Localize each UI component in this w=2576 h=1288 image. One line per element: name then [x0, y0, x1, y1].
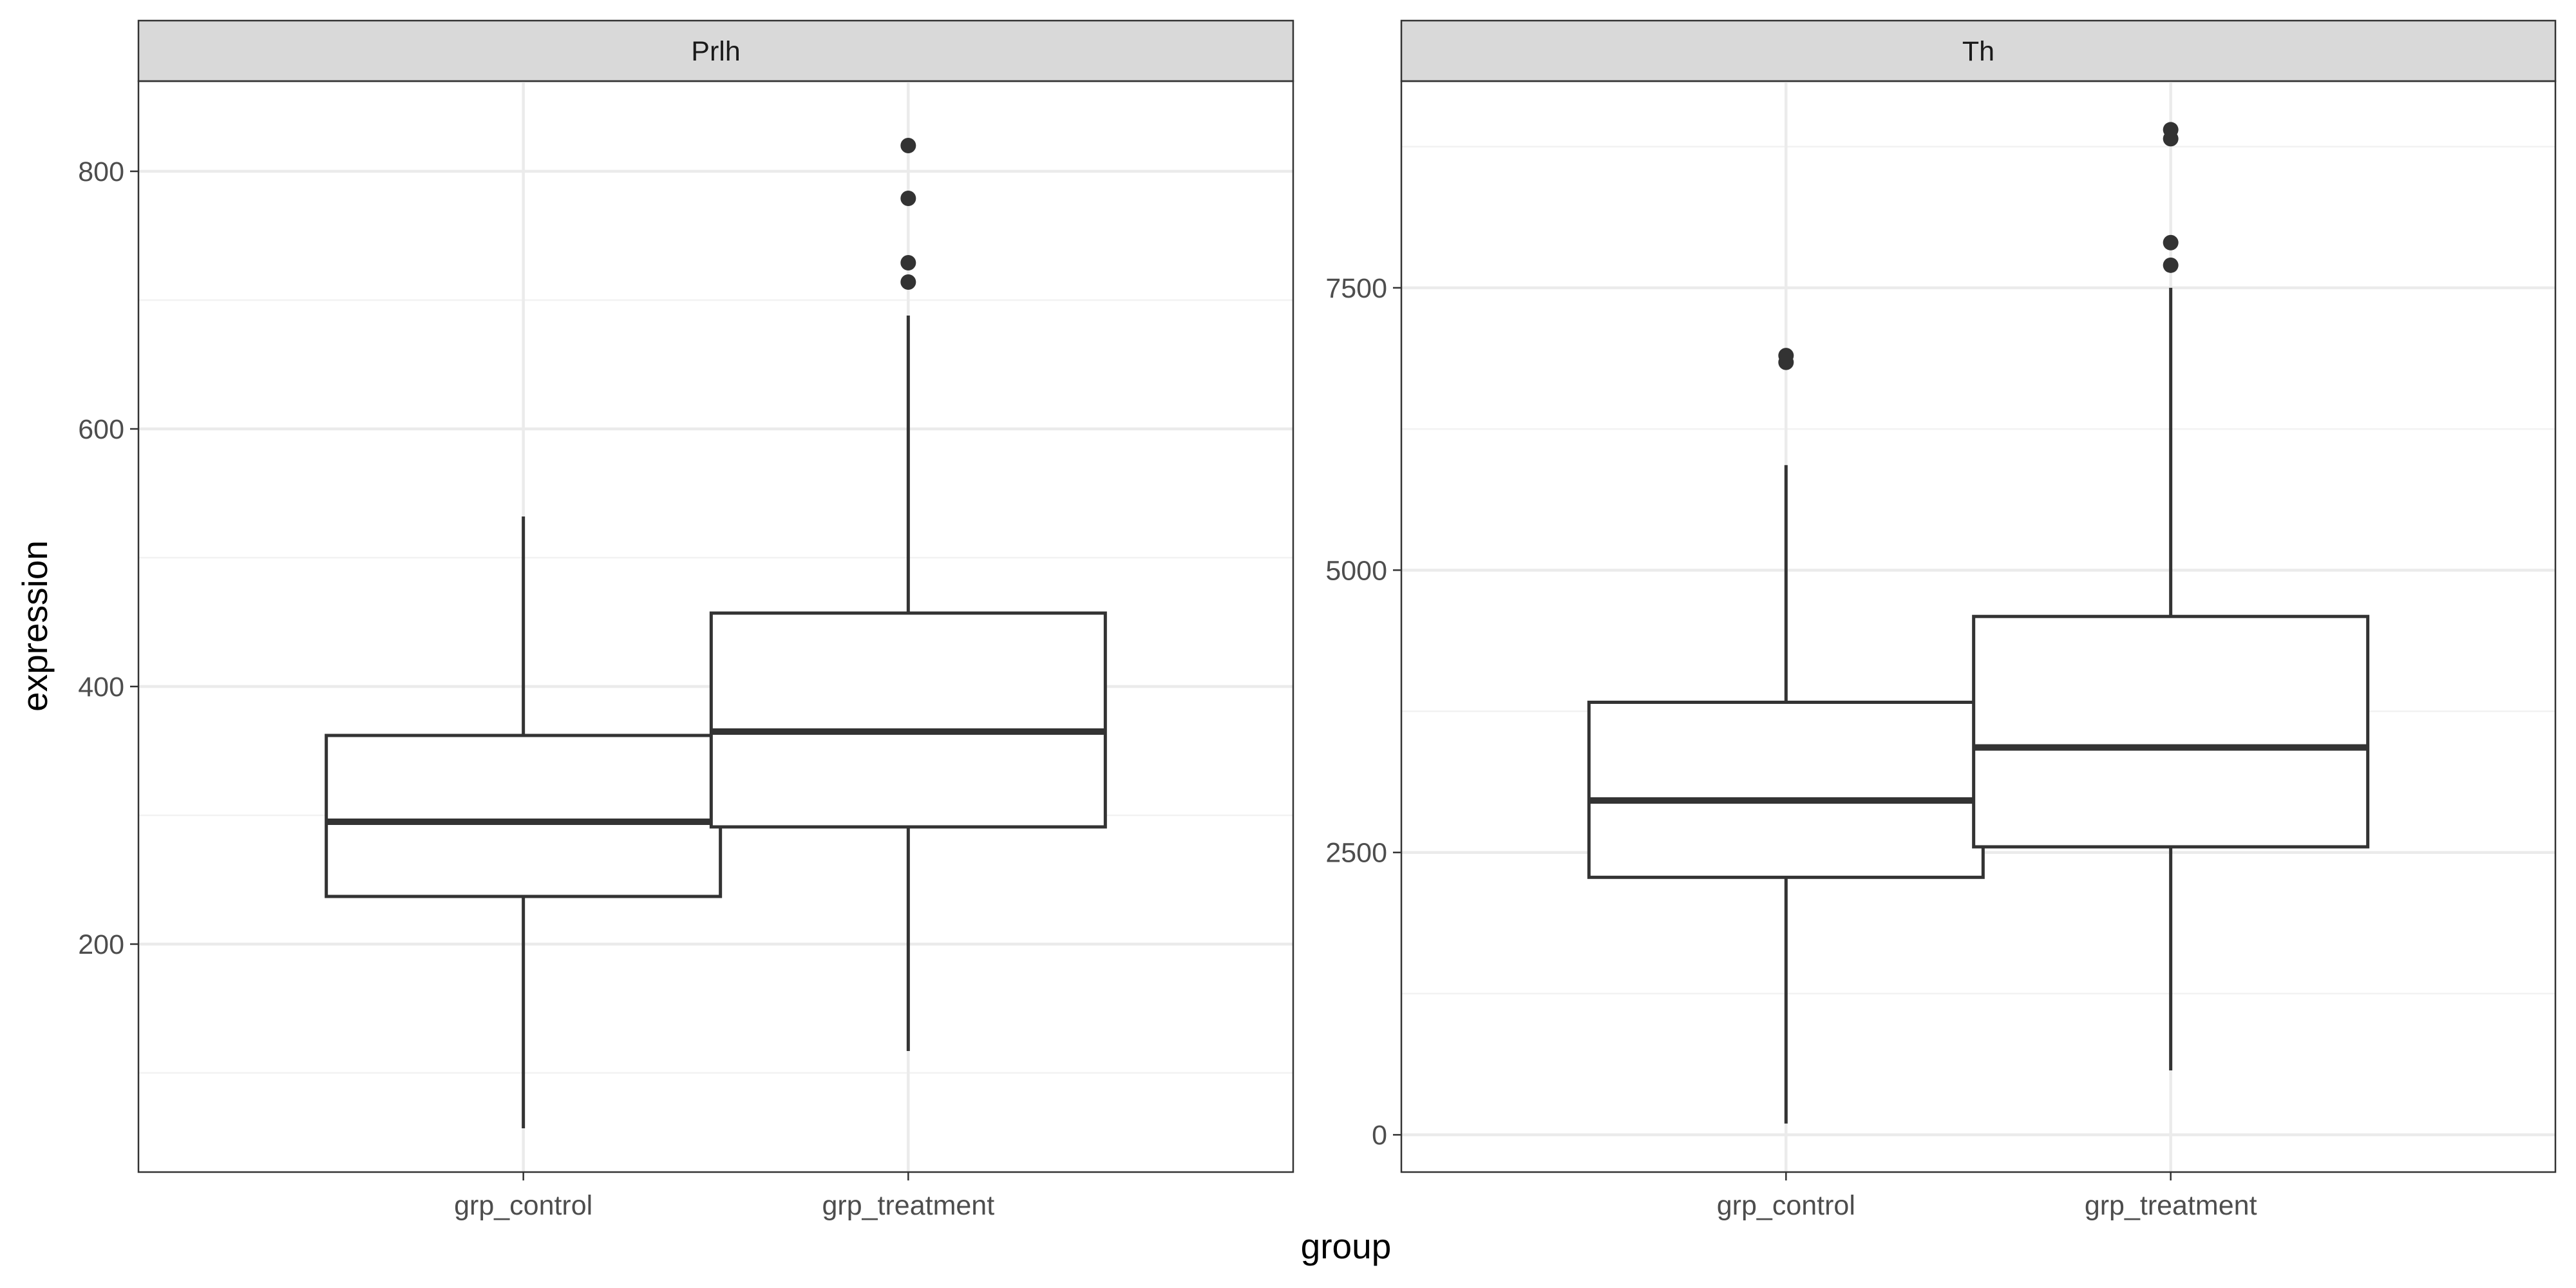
y-tick-label: 5000	[1325, 555, 1387, 586]
facet-strip-label: Th	[1962, 36, 1994, 67]
box-grp_control	[325, 516, 723, 1128]
y-tick-label: 400	[78, 672, 124, 703]
facet-panel-1: Th 0 2500 5000 7500 grp_control grp_treatment	[1325, 19, 2557, 1221]
x-tick-label: grp_treatment	[2085, 1190, 2257, 1221]
x-tick-label: grp_treatment	[822, 1190, 994, 1221]
facet-strip	[137, 19, 1294, 82]
y-tick-label: 0	[1372, 1120, 1387, 1151]
outlier-point	[900, 255, 916, 270]
facet-strip-label: Prlh	[691, 36, 740, 67]
x-tick-label: grp_control	[454, 1190, 592, 1221]
x-axis-title: group	[1301, 1226, 1392, 1266]
y-tick-label: 2500	[1325, 838, 1387, 869]
y-axis-title: expression	[15, 540, 55, 712]
outlier-point	[2163, 122, 2179, 138]
outlier-point	[900, 191, 916, 206]
panel-border	[137, 80, 1294, 1173]
box-grp_control	[1587, 348, 1985, 1124]
y-tick-label: 200	[78, 929, 124, 960]
facet-panels: Prlh 200 400 600 800 grp_control grp_treatment…	[78, 19, 2557, 1221]
outlier-point	[2163, 234, 2179, 251]
outlier-point	[2163, 257, 2179, 273]
y-tick-label: 600	[78, 414, 124, 445]
y-tick-label: 800	[78, 156, 124, 187]
iqr-box	[1972, 614, 2370, 849]
box-grp_treatment	[1972, 122, 2370, 1071]
outlier-point	[1778, 348, 1794, 364]
outlier-point	[900, 274, 916, 290]
y-tick-label: 7500	[1325, 273, 1387, 304]
facet-strip	[1400, 19, 2557, 82]
outlier-point	[900, 138, 916, 153]
iqr-box	[1587, 700, 1985, 879]
x-tick-label: grp_control	[1717, 1190, 1855, 1221]
iqr-box	[709, 611, 1107, 829]
box-grp_treatment	[709, 138, 1107, 1051]
iqr-box	[325, 734, 723, 898]
panel-border	[1400, 80, 2557, 1173]
facet-panel-0: Prlh 200 400 600 800 grp_control grp_treatment	[78, 19, 1294, 1221]
